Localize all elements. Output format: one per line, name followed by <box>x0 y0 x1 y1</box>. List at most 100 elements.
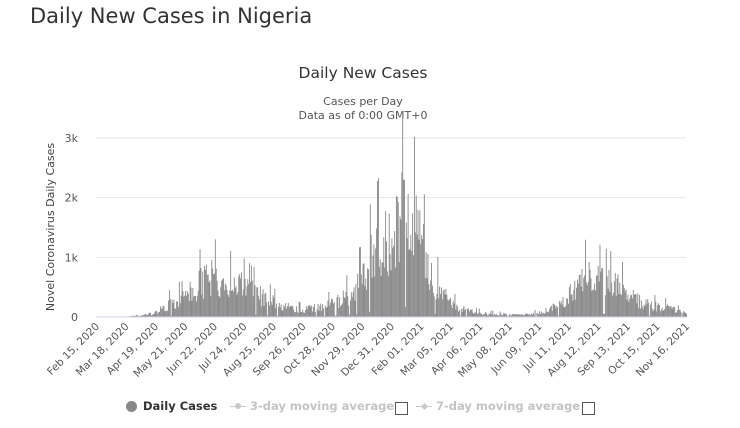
daily-case-bar[interactable] <box>635 293 637 317</box>
daily-case-bar[interactable] <box>250 282 251 317</box>
daily-case-bar[interactable] <box>449 299 450 317</box>
daily-case-bar[interactable] <box>619 282 621 317</box>
daily-case-bar[interactable] <box>674 307 676 317</box>
daily-case-bar[interactable] <box>452 300 454 317</box>
daily-case-bar[interactable] <box>485 311 487 317</box>
daily-case-bar[interactable] <box>577 283 579 317</box>
daily-case-bar[interactable] <box>325 307 327 317</box>
daily-case-bar[interactable] <box>423 194 425 317</box>
daily-case-bar[interactable] <box>520 314 522 317</box>
daily-case-bar[interactable] <box>442 290 444 317</box>
daily-case-bar[interactable] <box>666 306 668 317</box>
legend-item-daily-cases[interactable]: Daily Cases <box>126 399 217 413</box>
daily-case-bar[interactable] <box>404 306 406 317</box>
daily-case-bar[interactable] <box>260 306 262 317</box>
daily-case-bar[interactable] <box>479 312 481 317</box>
daily-case-bar[interactable] <box>177 301 178 317</box>
daily-case-bar[interactable] <box>386 241 387 317</box>
daily-case-bar[interactable] <box>318 310 320 317</box>
daily-case-bar[interactable] <box>657 305 659 317</box>
daily-case-bar[interactable] <box>156 311 158 317</box>
daily-case-bar[interactable] <box>339 297 341 317</box>
daily-case-bar[interactable] <box>522 314 523 317</box>
daily-case-bar[interactable] <box>579 274 581 317</box>
daily-case-bar[interactable] <box>291 306 293 317</box>
daily-case-bar[interactable] <box>576 287 578 317</box>
daily-case-bar[interactable] <box>470 309 472 317</box>
daily-case-bar[interactable] <box>453 303 455 317</box>
daily-case-bar[interactable] <box>359 246 361 317</box>
daily-case-bar[interactable] <box>670 306 672 317</box>
daily-case-bar[interactable] <box>454 294 456 317</box>
daily-case-bar[interactable] <box>358 287 360 317</box>
daily-case-bar[interactable] <box>192 287 194 317</box>
daily-case-bar[interactable] <box>547 311 549 317</box>
daily-case-bar[interactable] <box>320 303 322 317</box>
daily-case-bar[interactable] <box>677 305 679 317</box>
daily-case-bar[interactable] <box>560 300 562 317</box>
daily-case-bar[interactable] <box>505 313 507 317</box>
daily-case-bar[interactable] <box>252 296 254 317</box>
daily-case-bar[interactable] <box>176 301 178 317</box>
daily-case-bar[interactable] <box>500 313 502 317</box>
daily-case-bar[interactable] <box>655 301 657 317</box>
daily-case-bar[interactable] <box>232 290 233 317</box>
daily-case-bar[interactable] <box>204 266 205 317</box>
daily-case-bar[interactable] <box>229 290 231 317</box>
daily-case-bar[interactable] <box>443 289 445 317</box>
daily-case-bar[interactable] <box>605 248 607 317</box>
daily-case-bar[interactable] <box>275 308 277 317</box>
daily-case-bar[interactable] <box>617 274 619 317</box>
daily-case-bar[interactable] <box>570 294 572 317</box>
daily-case-bar[interactable] <box>307 305 309 317</box>
daily-case-bar[interactable] <box>430 280 432 317</box>
daily-case-bar[interactable] <box>440 287 442 317</box>
daily-case-bar[interactable] <box>195 301 197 317</box>
daily-case-bar[interactable] <box>195 296 196 317</box>
daily-case-bar[interactable] <box>412 213 414 317</box>
daily-case-bar[interactable] <box>158 312 160 317</box>
daily-case-bar[interactable] <box>154 311 156 317</box>
daily-case-bar[interactable] <box>341 304 342 317</box>
daily-case-bar[interactable] <box>382 262 384 317</box>
daily-case-bar[interactable] <box>484 313 486 317</box>
daily-case-bar[interactable] <box>263 305 265 317</box>
daily-case-bar[interactable] <box>417 210 419 317</box>
daily-case-bar[interactable] <box>531 313 532 317</box>
daily-case-bar[interactable] <box>328 291 330 317</box>
daily-case-bar[interactable] <box>524 313 526 317</box>
daily-case-bar[interactable] <box>659 311 661 317</box>
daily-case-bar[interactable] <box>309 304 311 317</box>
daily-case-bar[interactable] <box>613 292 614 317</box>
daily-case-bar[interactable] <box>203 298 205 317</box>
daily-case-bar[interactable] <box>398 262 400 317</box>
daily-case-bar[interactable] <box>578 275 580 317</box>
daily-case-bar[interactable] <box>181 280 183 317</box>
daily-case-bar[interactable] <box>678 309 680 317</box>
daily-case-bar[interactable] <box>308 305 310 317</box>
daily-case-bar[interactable] <box>282 310 284 317</box>
daily-case-bar[interactable] <box>365 278 367 317</box>
daily-case-bar[interactable] <box>676 310 678 317</box>
daily-case-bar[interactable] <box>329 305 331 317</box>
daily-case-bar[interactable] <box>179 303 181 317</box>
daily-case-bar[interactable] <box>236 294 238 317</box>
daily-case-bar[interactable] <box>465 308 467 317</box>
daily-case-bar[interactable] <box>183 296 185 317</box>
daily-case-bar[interactable] <box>422 238 423 317</box>
daily-case-bar[interactable] <box>172 302 174 317</box>
daily-case-bar[interactable] <box>349 314 351 317</box>
daily-case-bar[interactable] <box>607 288 609 317</box>
daily-case-bar[interactable] <box>196 295 198 317</box>
daily-case-bar[interactable] <box>234 288 236 317</box>
daily-case-bar[interactable] <box>456 304 458 317</box>
daily-case-bar[interactable] <box>239 274 241 317</box>
daily-case-bar[interactable] <box>340 306 342 317</box>
daily-case-bar[interactable] <box>366 289 368 317</box>
daily-case-bar[interactable] <box>226 289 228 317</box>
daily-case-bar[interactable] <box>665 298 667 317</box>
daily-case-bar[interactable] <box>471 309 473 317</box>
daily-case-bar[interactable] <box>490 310 492 317</box>
daily-case-bar[interactable] <box>480 313 482 317</box>
daily-case-bar[interactable] <box>220 287 222 317</box>
